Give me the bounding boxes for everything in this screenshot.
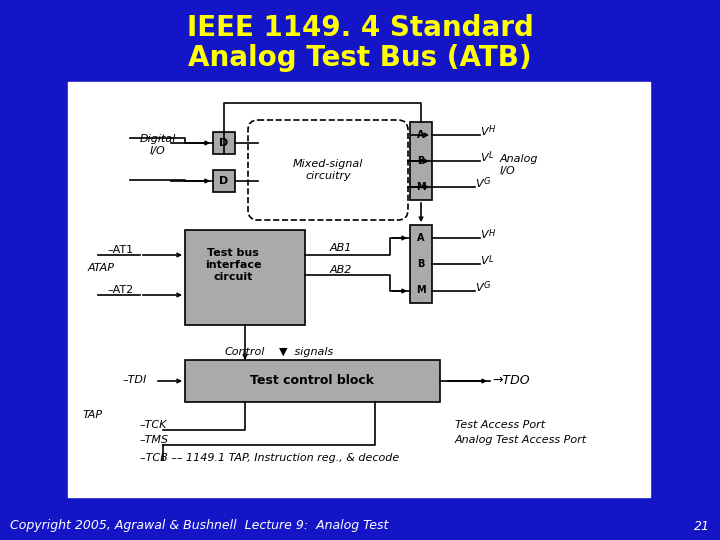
Text: ▼  signals: ▼ signals: [272, 347, 333, 357]
Text: AB1: AB1: [330, 243, 352, 253]
Text: →TDO: →TDO: [492, 375, 530, 388]
Bar: [185, 230, 305, 325]
Text: V: V: [480, 230, 487, 240]
Text: Test control block: Test control block: [250, 375, 374, 388]
Text: TAP: TAP: [83, 410, 103, 420]
Text: –AT1: –AT1: [107, 245, 133, 255]
Text: Analog
I/O: Analog I/O: [500, 154, 539, 176]
Text: H: H: [489, 125, 495, 134]
Text: G: G: [484, 178, 490, 186]
Text: A: A: [418, 233, 425, 243]
Text: H: H: [489, 228, 495, 238]
FancyBboxPatch shape: [248, 120, 408, 220]
Text: D: D: [220, 138, 229, 148]
Text: V: V: [475, 179, 482, 189]
Bar: [410, 225, 432, 303]
Text: M: M: [416, 182, 426, 192]
Bar: [185, 360, 440, 402]
Text: V: V: [475, 283, 482, 293]
Bar: [410, 122, 432, 200]
Text: L: L: [489, 254, 494, 264]
Text: Digital
I/O: Digital I/O: [140, 134, 176, 156]
Text: V: V: [480, 256, 487, 266]
Text: ATAP: ATAP: [88, 263, 115, 273]
Text: Test bus
interface
circuit: Test bus interface circuit: [204, 248, 261, 281]
Text: 21: 21: [694, 519, 710, 532]
Bar: [68, 82, 650, 497]
Text: Control: Control: [225, 347, 266, 357]
Text: Mixed-signal
circuitry: Mixed-signal circuitry: [293, 159, 363, 181]
Text: V: V: [480, 127, 487, 137]
Text: L: L: [489, 152, 494, 160]
Text: –TDI: –TDI: [123, 375, 148, 385]
Bar: [213, 132, 235, 154]
Text: –TCB –– 1149.1 TAP, Instruction reg., & decode: –TCB –– 1149.1 TAP, Instruction reg., & …: [140, 453, 400, 463]
Text: –AT2: –AT2: [107, 285, 133, 295]
Text: D: D: [220, 176, 229, 186]
Text: Analog Test Bus (ATB): Analog Test Bus (ATB): [188, 44, 532, 72]
Bar: [213, 170, 235, 192]
Text: AB2: AB2: [330, 265, 352, 275]
Text: V: V: [480, 153, 487, 163]
Text: Test Access Port: Test Access Port: [455, 420, 545, 430]
Text: –TCK: –TCK: [140, 420, 167, 430]
Text: –TMS: –TMS: [140, 435, 169, 445]
Text: Analog Test Access Port: Analog Test Access Port: [455, 435, 587, 445]
Text: B: B: [418, 259, 425, 269]
Text: B: B: [418, 156, 425, 166]
Text: G: G: [484, 281, 490, 291]
Text: Copyright 2005, Agrawal & Bushnell  Lecture 9:  Analog Test: Copyright 2005, Agrawal & Bushnell Lectu…: [10, 519, 388, 532]
Text: IEEE 1149. 4 Standard: IEEE 1149. 4 Standard: [186, 14, 534, 42]
Text: M: M: [416, 285, 426, 295]
Text: A: A: [418, 130, 425, 140]
